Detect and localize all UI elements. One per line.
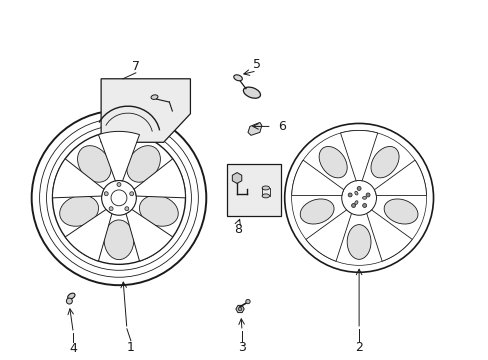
Ellipse shape <box>78 146 111 182</box>
Ellipse shape <box>384 199 417 224</box>
Polygon shape <box>340 130 377 181</box>
Polygon shape <box>134 159 185 198</box>
Circle shape <box>351 203 355 207</box>
Ellipse shape <box>354 191 357 195</box>
Ellipse shape <box>346 225 370 259</box>
Text: 8: 8 <box>234 223 242 236</box>
Ellipse shape <box>151 95 158 99</box>
Ellipse shape <box>139 195 178 226</box>
Polygon shape <box>52 159 104 198</box>
Ellipse shape <box>126 146 160 182</box>
Circle shape <box>356 186 360 190</box>
Circle shape <box>124 207 128 211</box>
Text: 6: 6 <box>277 120 285 133</box>
Text: 1: 1 <box>127 341 135 354</box>
Circle shape <box>104 192 108 196</box>
Circle shape <box>109 207 113 211</box>
Polygon shape <box>366 210 411 261</box>
Ellipse shape <box>319 147 346 178</box>
Polygon shape <box>374 160 426 195</box>
Circle shape <box>117 183 121 186</box>
Circle shape <box>238 307 242 311</box>
Ellipse shape <box>354 201 357 204</box>
Polygon shape <box>247 122 262 135</box>
Ellipse shape <box>300 199 333 224</box>
Polygon shape <box>65 210 112 261</box>
Ellipse shape <box>243 87 260 98</box>
Polygon shape <box>126 210 172 261</box>
Text: 5: 5 <box>252 58 261 71</box>
Ellipse shape <box>262 186 269 190</box>
Ellipse shape <box>233 75 242 81</box>
Text: 3: 3 <box>238 341 245 354</box>
Circle shape <box>366 193 369 197</box>
Polygon shape <box>101 79 190 142</box>
Ellipse shape <box>67 293 75 299</box>
Ellipse shape <box>370 147 398 178</box>
Circle shape <box>245 300 250 304</box>
Bar <box>226 164 280 216</box>
Circle shape <box>66 298 72 304</box>
Polygon shape <box>232 172 241 184</box>
Ellipse shape <box>362 197 366 199</box>
Circle shape <box>347 193 351 197</box>
Ellipse shape <box>104 220 134 260</box>
Text: 4: 4 <box>69 342 77 355</box>
Text: 2: 2 <box>354 341 362 354</box>
Ellipse shape <box>60 195 98 226</box>
Polygon shape <box>291 160 343 195</box>
Circle shape <box>362 203 366 207</box>
Text: 7: 7 <box>132 60 140 73</box>
Polygon shape <box>305 210 351 261</box>
Polygon shape <box>235 305 244 312</box>
Ellipse shape <box>262 194 269 198</box>
Circle shape <box>129 192 133 196</box>
Polygon shape <box>98 131 139 181</box>
